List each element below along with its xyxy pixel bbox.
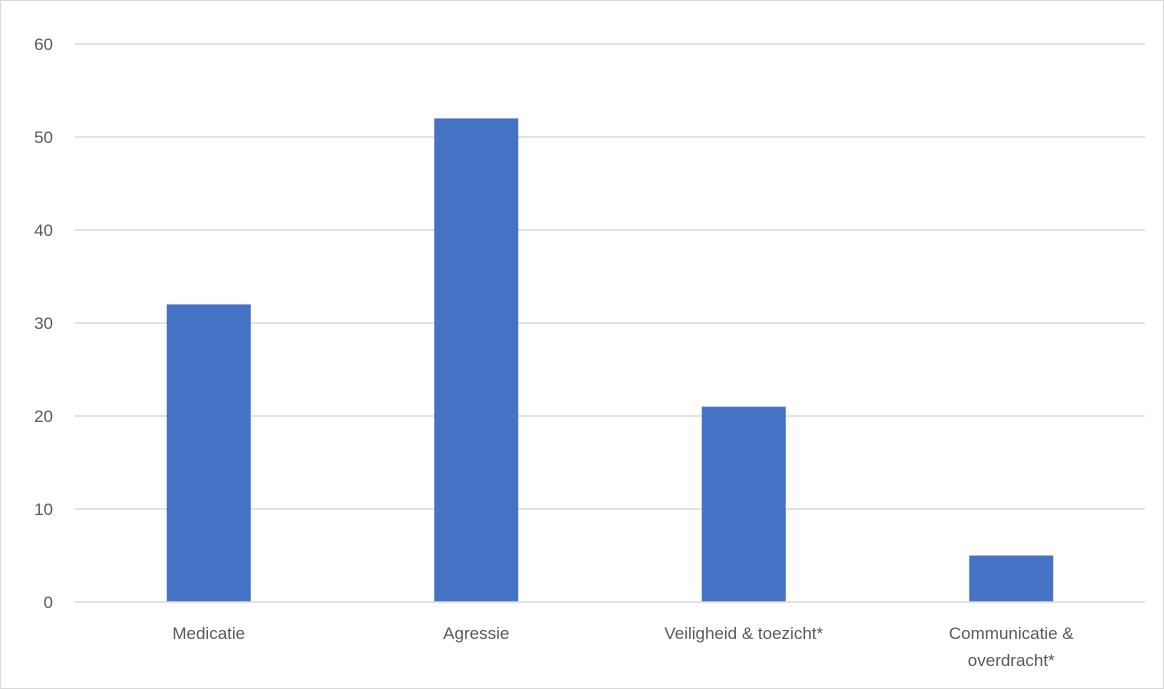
bar <box>701 406 786 602</box>
x-tick-label: Medicatie <box>172 624 245 643</box>
bar <box>166 304 251 602</box>
bars <box>166 118 1054 603</box>
x-tick-label: Communicatie & overdracht* <box>949 624 1074 670</box>
y-tick-label: 10 <box>34 500 53 519</box>
bar <box>434 118 519 603</box>
x-tick-label: Agressie <box>443 624 509 643</box>
x-tick-label-line: overdracht* <box>968 651 1055 670</box>
grid-lines <box>75 43 1145 510</box>
y-tick-label: 50 <box>34 128 53 147</box>
y-tick-label: 40 <box>34 221 53 240</box>
x-tick-label: Veiligheid & toezicht* <box>664 624 823 643</box>
y-tick-label: 20 <box>34 407 53 426</box>
x-tick-label-line: Medicatie <box>172 624 245 643</box>
y-tick-label: 60 <box>34 35 53 54</box>
y-tick-labels: 0 10 20 30 40 50 60 <box>34 35 53 612</box>
y-tick-label: 30 <box>34 314 53 333</box>
x-tick-label-line: Agressie <box>443 624 509 643</box>
y-tick-label: 0 <box>44 593 53 612</box>
bar <box>969 555 1054 602</box>
x-tick-labels: Medicatie Agressie Veiligheid & toezicht* C… <box>172 624 1074 670</box>
x-tick-label-line: Veiligheid & toezicht* <box>664 624 823 643</box>
x-tick-label-line: Communicatie & <box>949 624 1074 643</box>
